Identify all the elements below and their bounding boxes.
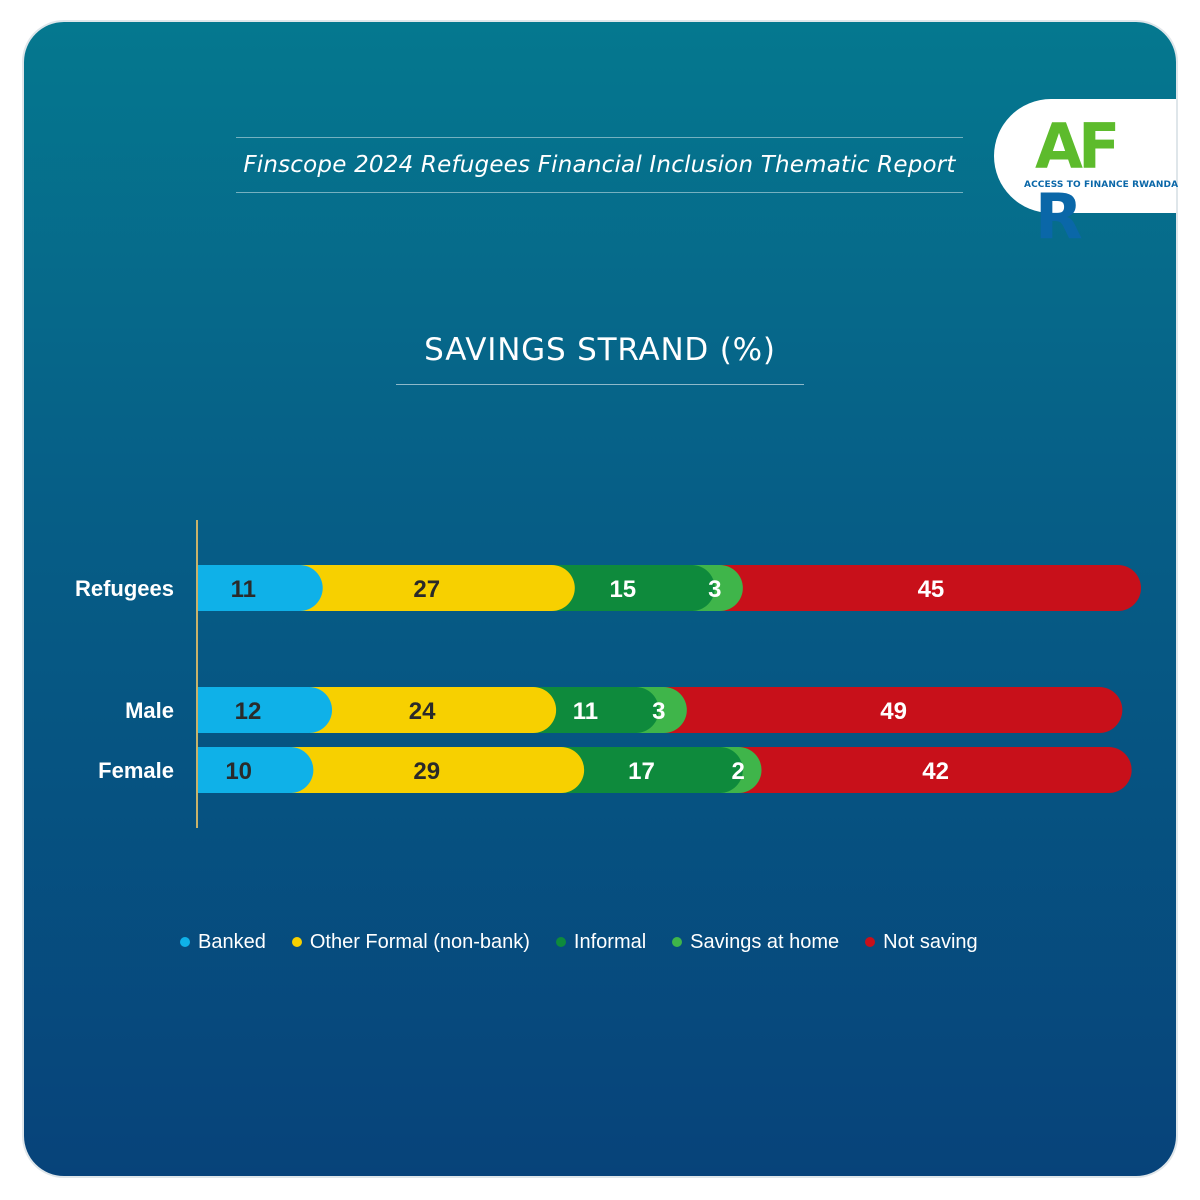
legend-item: Savings at home [672,931,839,954]
logo-letter: R [1035,180,1083,253]
bar-segment-refugees-informal [552,565,715,611]
legend-swatch [672,937,683,947]
data-label-male-1: 24 [409,698,436,725]
bar-segment-male-not-saving [664,687,1123,733]
data-label-female-2: 17 [628,758,655,785]
legend-label: Other Formal (non-bank) [309,930,530,953]
bar-segment-female-not-saving [739,747,1132,793]
bar-segment-male-banked [198,687,333,733]
logo-letters: AFR [1035,110,1145,252]
bar-segment-male-informal [534,687,659,733]
header-bottom-rule [236,192,963,193]
legend-item: Other Formal (non-bank) [291,930,530,954]
legend-swatch [291,937,302,947]
data-label-refugees-4: 45 [918,576,945,603]
legend-item: Not saving [865,931,978,954]
logo-tagline: ACCESS TO FINANCE RWANDA [1024,180,1179,190]
legend-swatch [555,937,566,947]
chart-title-rule [396,384,804,385]
legend-item: Banked [180,931,266,954]
legend-label: Savings at home [690,930,840,953]
logo-letter: F [1077,110,1120,183]
afr-logo: AFR [1035,110,1145,252]
legend-swatch [180,937,190,947]
legend-label: Not saving [883,930,978,953]
bar-segment-female-other-formal-non-bank [291,747,585,793]
header-top-rule [236,137,963,138]
bar-segment-female-informal [562,747,743,793]
legend-item: Informal [555,930,647,954]
data-label-female-0: 10 [225,758,252,785]
category-label-female: Female [98,758,174,783]
data-label-female-4: 42 [922,758,949,785]
category-label-refugees: Refugees [75,576,174,601]
bar-segment-refugees-not-saving [720,565,1141,611]
category-label-male: Male [125,698,174,723]
legend-swatch [865,937,876,947]
bar-segment-refugees-banked [198,565,323,611]
logo-letter: A [1035,110,1083,183]
legend-label: Banked [198,930,266,953]
data-label-refugees-0: 11 [231,576,256,603]
data-label-refugees-1: 27 [413,576,440,603]
data-label-male-3: 3 [652,698,665,725]
logo-badge [994,99,1176,213]
chart-title: SAVINGS STRAND (%) [424,332,776,368]
bar-segment-female-banked [198,747,314,793]
data-label-refugees-3: 3 [708,576,721,603]
data-label-male-2: 11 [573,698,598,725]
data-label-refugees-2: 15 [609,576,636,603]
bar-segment-refugees-other-formal-non-bank [300,565,575,611]
data-label-male-4: 49 [880,698,907,725]
data-label-female-3: 2 [732,758,745,785]
data-label-female-1: 29 [413,758,440,785]
data-label-male-0: 12 [235,698,262,725]
bar-segment-male-other-formal-non-bank [310,687,557,733]
chart-legend: Banked Other Formal (non-bank) Informal Sav… [180,924,1110,960]
report-title: Finscope 2024 Refugees Financial Inclusi… [243,152,956,178]
legend-label: Informal [573,930,647,953]
